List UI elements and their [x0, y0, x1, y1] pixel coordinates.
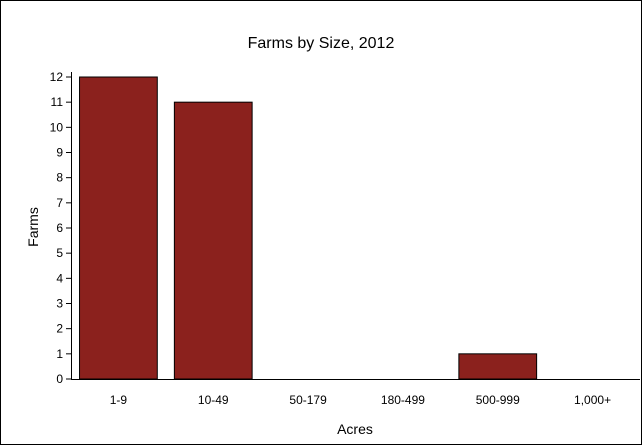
bar-500-999: [458, 353, 538, 380]
x-tick-label: 180-499: [381, 393, 425, 407]
y-tick-label: 11: [51, 95, 64, 109]
y-tick-label: 8: [56, 171, 63, 185]
bar-10-49: [173, 101, 253, 380]
x-axis-label: Acres: [337, 421, 373, 437]
x-tick-label: 10-49: [198, 393, 229, 407]
y-tick-label: 3: [56, 297, 63, 311]
chart-title: Farms by Size, 2012: [248, 35, 395, 52]
y-tick-label: 12: [50, 70, 64, 84]
bars: [79, 76, 538, 380]
y-tick-label: 10: [50, 120, 64, 134]
x-ticks: 1-9 10-49 50-179 180-499 500-999 1,000+: [110, 393, 611, 407]
x-tick-label: 50-179: [289, 393, 327, 407]
y-tick-label: 5: [56, 246, 63, 260]
y-tick-label: 4: [56, 271, 63, 285]
y-tick-label: 0: [56, 372, 63, 386]
y-tick-label: 7: [56, 196, 63, 210]
y-tick-label: 6: [56, 221, 63, 235]
y-tick-label: 9: [56, 146, 63, 160]
y-axis-label: Farms: [25, 207, 41, 247]
x-tick-label: 1-9: [110, 393, 128, 407]
y-tick-label: 1: [56, 347, 63, 361]
y-tick-label: 2: [56, 322, 63, 336]
x-tick-label: 500-999: [476, 393, 520, 407]
x-tick-label: 1,000+: [574, 393, 611, 407]
bar-1-9: [79, 76, 158, 380]
